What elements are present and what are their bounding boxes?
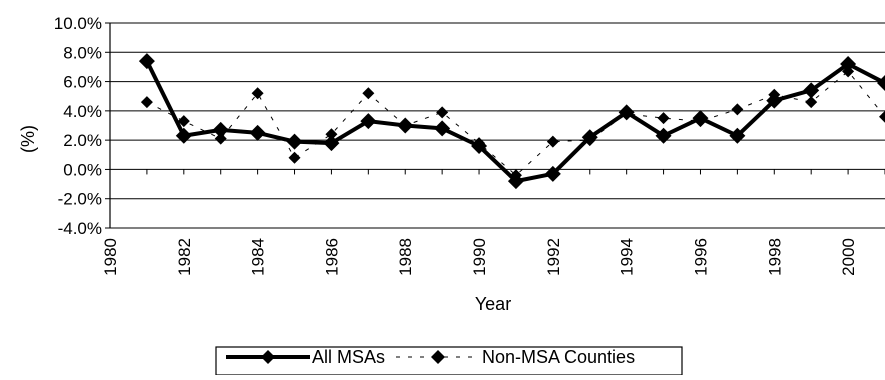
x-tick-label: 1986 [322, 238, 341, 276]
non-msa-point [731, 103, 744, 116]
non-msa-point [362, 87, 375, 100]
x-tick-label: 1980 [101, 238, 120, 276]
non-msa-point [805, 96, 818, 109]
all-msas-point [138, 53, 155, 70]
all-msas-point [286, 133, 303, 150]
legend-marker-non-msa [431, 350, 445, 364]
x-tick-label: 1990 [470, 238, 489, 276]
all-msas-point [507, 173, 524, 190]
x-tick-label: 1996 [691, 238, 710, 276]
all-msas-point [692, 110, 709, 127]
y-tick-label: 10.0% [54, 14, 102, 33]
x-tick-label: 1994 [618, 238, 637, 276]
all-msas-line [145, 60, 885, 184]
non-msa-point [177, 115, 190, 128]
non-msa-point [546, 135, 559, 148]
all-msas-point [434, 120, 451, 137]
y-tick-label: -2.0% [58, 190, 102, 209]
axes: -4.0% -2.0% 0.0% 2.0% 4.0% 6.0% 8.0% 10.0% 1980 1… [54, 14, 885, 276]
all-msas-point [544, 165, 561, 182]
all-msas-point [249, 124, 266, 141]
legend-box [215, 346, 683, 376]
non-msa-point [436, 106, 449, 119]
x-tick-label: 2000 [839, 238, 858, 276]
all-msas-point [360, 113, 377, 130]
gridlines [110, 22, 885, 229]
all-msas-point [655, 127, 672, 144]
all-msas-point [581, 129, 598, 146]
series-group [138, 53, 885, 190]
non-msa-point [251, 87, 264, 100]
legend-label-all-msas: All MSAs [312, 347, 385, 367]
y-tick-label: 0.0% [63, 160, 102, 179]
x-tick-label: 1982 [175, 238, 194, 276]
x-tick-label: 1988 [396, 238, 415, 276]
x-tick-label: 1992 [544, 238, 563, 276]
non-msa-point [140, 96, 153, 109]
all-msas-point [175, 127, 192, 144]
non-msa-point [288, 151, 301, 164]
all-msas-point [729, 127, 746, 144]
non-msa-point [657, 112, 670, 125]
legend: All MSAs Non-MSA Counties [215, 346, 683, 376]
all-msas-point [397, 117, 414, 134]
all-msas-point [323, 135, 340, 152]
y-tick-label: -4.0% [58, 219, 102, 238]
non-msa-point [214, 132, 227, 145]
axis-labels: (%) Year [18, 125, 511, 314]
y-axis-title: (%) [18, 125, 38, 153]
all-msas-point [471, 138, 488, 154]
legend-label-non-msa: Non-MSA Counties [482, 347, 635, 367]
x-axis-title: Year [475, 294, 511, 314]
all-msas-point [212, 121, 229, 138]
x-tick-label: 1984 [249, 238, 268, 276]
non-msa-point [879, 110, 885, 123]
all-msas-point [803, 82, 820, 99]
y-tick-label: 4.0% [63, 102, 102, 121]
x-tick-label: 1998 [765, 238, 784, 276]
all-msas-point [618, 104, 635, 121]
non-msa-line [146, 70, 885, 176]
all-msas-point [840, 56, 857, 72]
y-tick-label: 6.0% [63, 73, 102, 92]
series [138, 53, 885, 190]
y-tick-label: 2.0% [63, 131, 102, 150]
y-tick-label: 8.0% [63, 43, 102, 62]
all-msas-point [877, 75, 885, 92]
non-msa-point [325, 128, 338, 141]
legend-marker-all-msas [261, 350, 275, 364]
all-msas-point [766, 92, 783, 109]
